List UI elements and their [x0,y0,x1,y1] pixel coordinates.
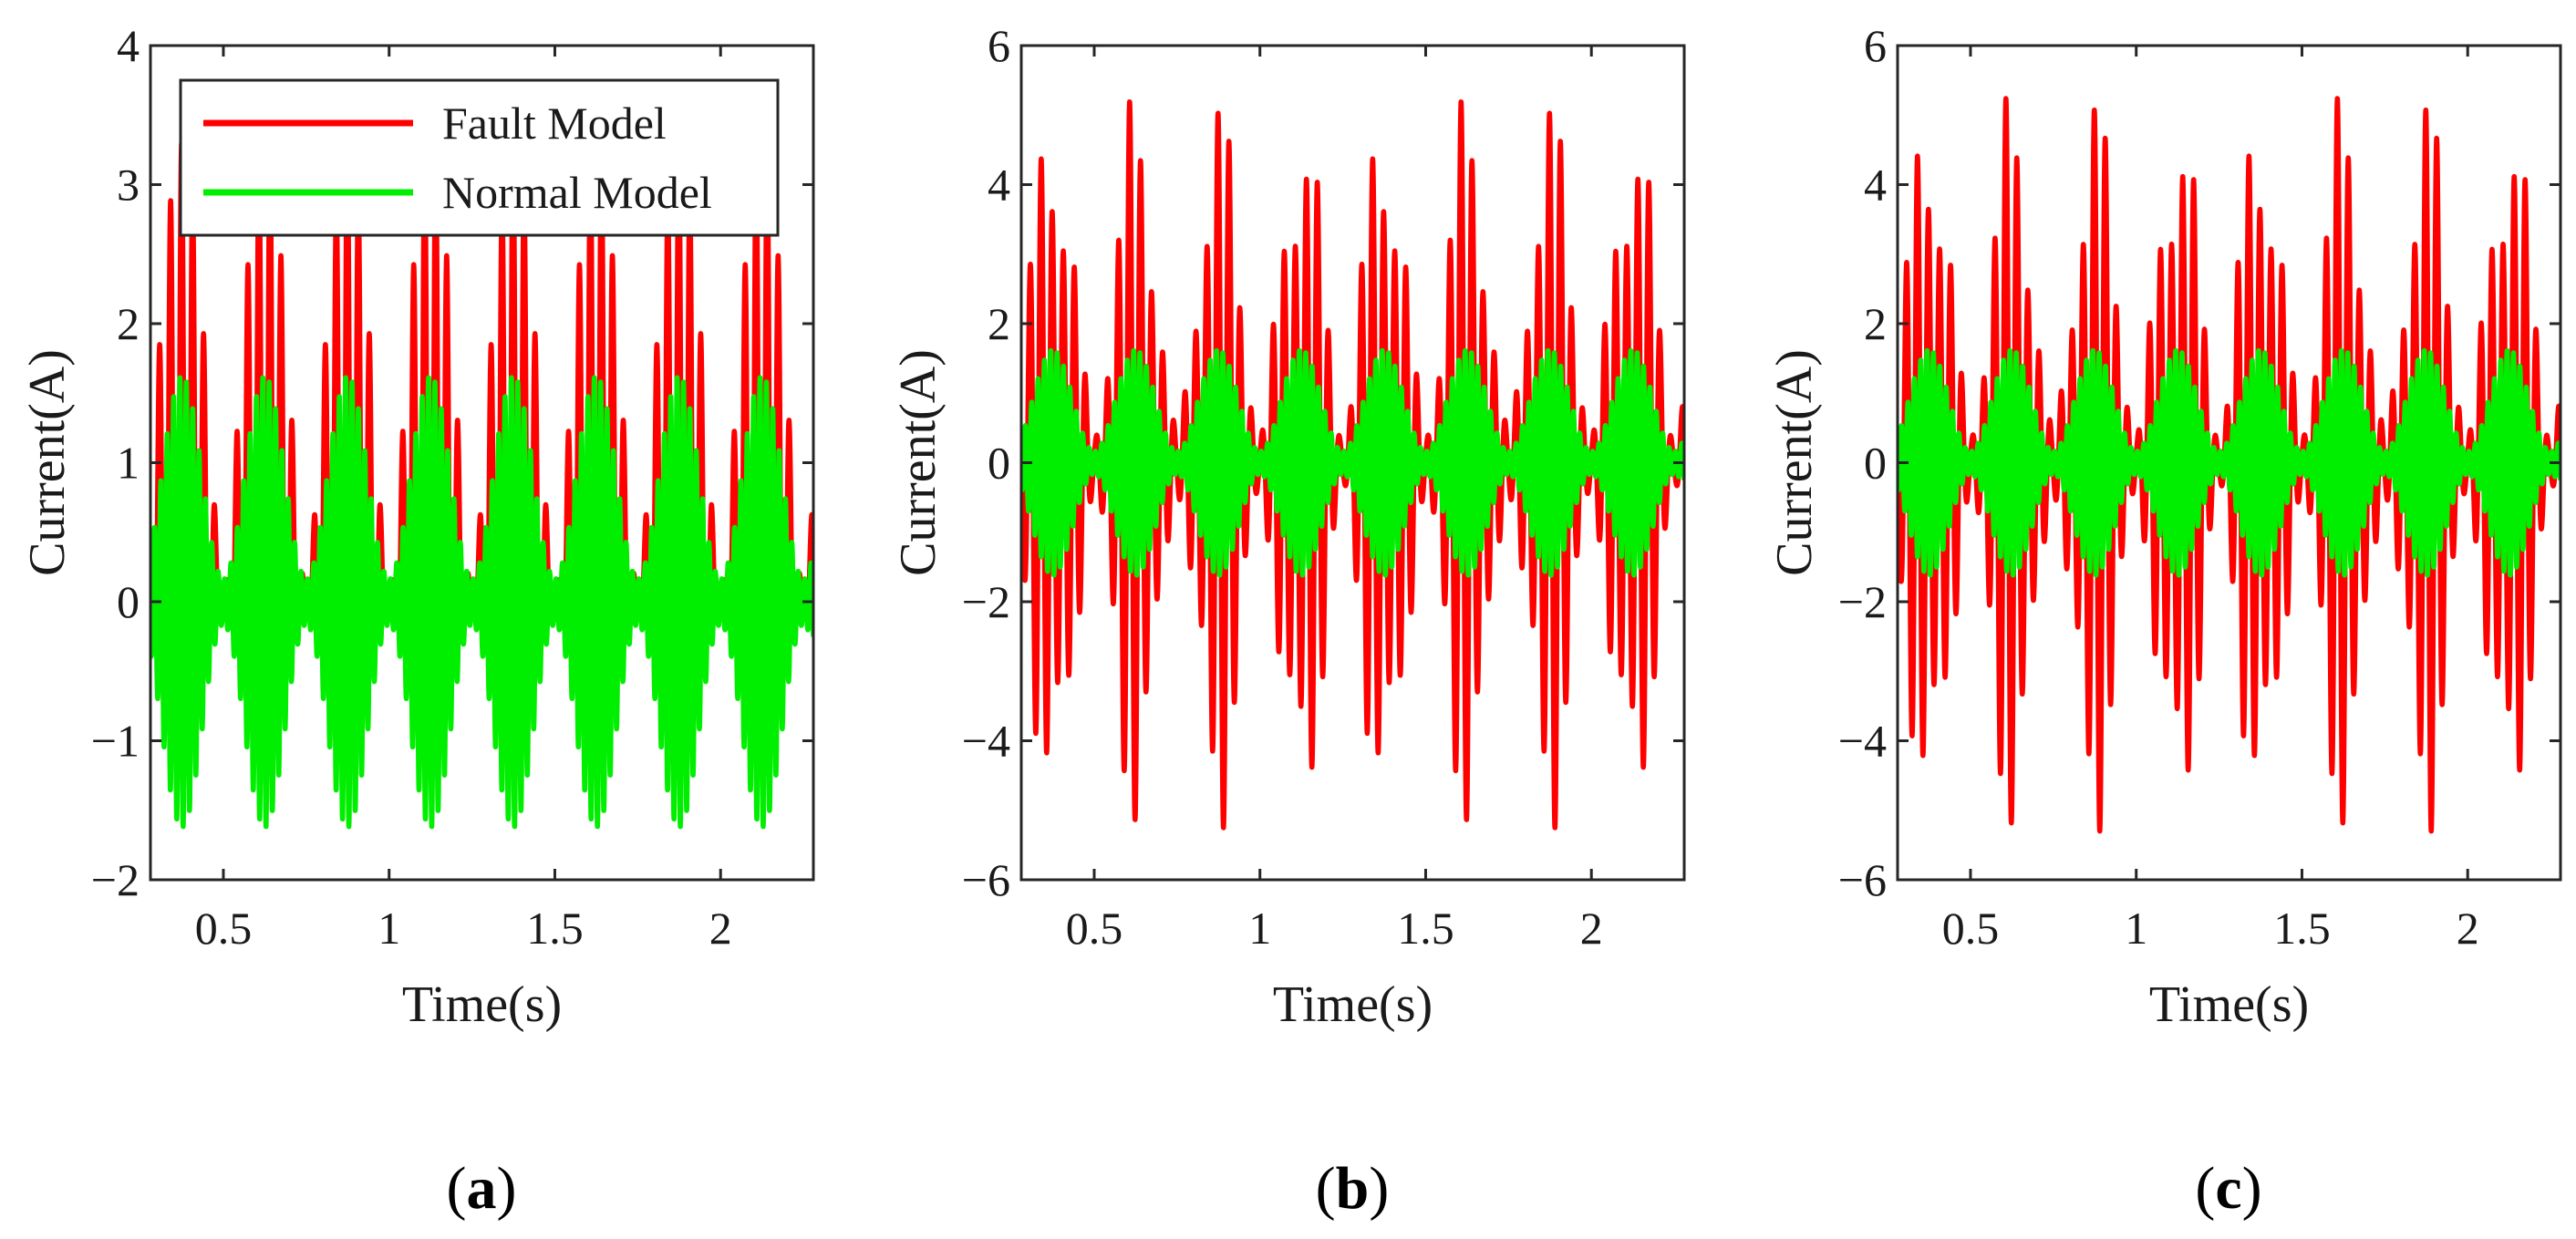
y-tick-label: −4 [962,716,1010,767]
legend: Fault Model Normal Model [179,78,780,237]
y-tick-label: 2 [117,298,140,349]
x-tick-label: 1 [1248,903,1271,954]
x-axis-label: Time(s) [1273,976,1433,1033]
y-tick-label: −6 [1838,854,1887,905]
x-axis-label: Time(s) [2149,976,2309,1033]
x-tick-label: 0.5 [1066,903,1123,954]
normal-model-series-b [1021,347,1684,578]
y-tick-label: 0 [117,576,140,627]
x-tick-label: 1 [2125,903,2147,954]
panel-label-c: (c) [2195,1155,2261,1222]
chart-panel-a: 0.5 1 1.5 2 −2 −1 0 1 2 3 4 Time(s) Current(A) (a) Fau… [19,20,815,1222]
legend-entry: Normal Model [442,167,712,218]
x-tick-label: 1.5 [526,903,584,954]
x-tick-label: 1 [378,903,400,954]
legend-box [179,78,780,237]
normal-model-series-a [150,375,813,830]
panel-label-b: (b) [1316,1155,1390,1222]
y-axis-label: Current(A) [1766,349,1823,576]
y-tick-label: 0 [1864,438,1887,489]
x-tick-label: 0.5 [195,903,253,954]
y-tick-label: −2 [91,854,140,905]
panel-label-a: (a) [447,1155,517,1222]
y-tick-label: 6 [1864,20,1887,71]
x-tick-label: 2 [1580,903,1603,954]
y-tick-label: −1 [91,716,140,767]
y-axis-label: Current(A) [19,349,76,576]
y-tick-label: −6 [962,854,1010,905]
y-tick-label: 4 [988,160,1010,211]
y-tick-label: 1 [117,438,140,489]
x-tick-label: 0.5 [1942,903,2000,954]
x-tick-label: 1.5 [1397,903,1454,954]
y-tick-label: 2 [988,298,1010,349]
legend-entry: Fault Model [442,98,667,149]
y-tick-label: −2 [962,576,1010,627]
chart-panel-b: 0.5 1 1.5 2 −6 −4 −2 0 2 4 6 Time(s) Current(A) (b) [890,20,1686,1222]
x-tick-label: 2 [709,903,732,954]
y-tick-label: −2 [1838,576,1887,627]
y-tick-label: 6 [988,20,1010,71]
chart-panel-c: 0.5 1 1.5 2 −6 −4 −2 0 2 4 6 Time(s) Current(A) (c) [1766,20,2562,1222]
x-tick-label: 1.5 [2273,903,2331,954]
y-tick-label: 3 [117,160,140,211]
y-tick-label: 4 [1864,160,1887,211]
y-tick-label: 4 [117,20,140,71]
y-tick-label: 2 [1864,298,1887,349]
x-tick-label: 2 [2457,903,2479,954]
normal-model-series-c [1898,347,2560,578]
y-tick-label: −4 [1838,716,1887,767]
y-axis-label: Current(A) [890,349,947,576]
x-axis-label: Time(s) [402,976,562,1033]
y-tick-label: 0 [988,438,1010,489]
